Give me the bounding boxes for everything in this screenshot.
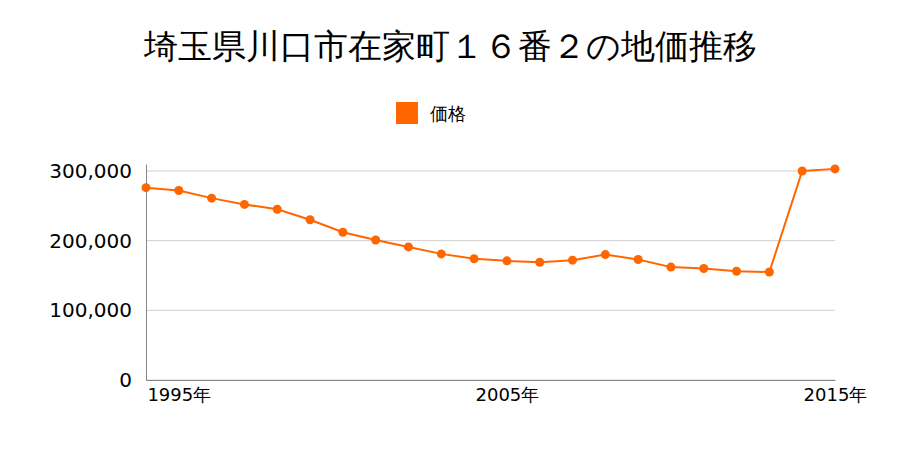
marker xyxy=(699,264,708,273)
x-tick: 1995年 xyxy=(147,380,211,405)
plot-area xyxy=(142,164,840,276)
y-tick-label: 0 xyxy=(119,368,132,392)
marker xyxy=(174,186,183,195)
marker xyxy=(470,254,479,263)
marker xyxy=(404,242,413,251)
x-axis: 1995年 2005年 2015年 xyxy=(147,380,868,405)
marker xyxy=(207,194,216,203)
y-tick-label: 200,000 xyxy=(49,229,132,253)
y-tick: 200,000 xyxy=(49,229,146,253)
marker xyxy=(502,256,511,265)
y-axis-line xyxy=(146,165,147,381)
x-axis-line xyxy=(147,380,836,381)
grid-line xyxy=(146,240,835,241)
x-tick-label: 2005年 xyxy=(475,384,539,405)
marker xyxy=(338,228,347,237)
marker xyxy=(634,255,643,264)
y-tick-label: 300,000 xyxy=(49,159,132,183)
marker xyxy=(273,205,282,214)
marker xyxy=(371,235,380,244)
grid-line xyxy=(146,380,835,381)
line xyxy=(146,169,835,272)
grid xyxy=(146,171,835,380)
y-tick-label: 100,000 xyxy=(49,298,132,322)
marker xyxy=(798,166,807,175)
grid-line xyxy=(146,310,835,311)
grid-line xyxy=(146,170,835,171)
y-axis: 0 100,000 200,000 300,000 xyxy=(49,159,146,392)
legend: 価格 xyxy=(396,102,466,124)
x-tick: 2015年 xyxy=(804,380,868,405)
marker xyxy=(437,249,446,258)
marker xyxy=(240,200,249,209)
marker xyxy=(142,183,151,192)
marker xyxy=(765,268,774,277)
legend-swatch xyxy=(396,102,418,124)
legend-item: 価格 xyxy=(396,102,466,124)
legend-label: 価格 xyxy=(430,103,466,124)
marker xyxy=(732,267,741,276)
y-tick: 300,000 xyxy=(49,159,146,183)
marker xyxy=(601,250,610,259)
x-tick-label: 2015年 xyxy=(804,384,868,405)
marker xyxy=(306,215,315,224)
y-tick: 100,000 xyxy=(49,298,146,322)
y-tick: 0 xyxy=(119,368,146,392)
title: 埼玉県川口市在家町１６番２の地価推移 xyxy=(143,26,757,66)
marker xyxy=(831,164,840,173)
x-tick: 2005年 xyxy=(475,380,539,405)
marker xyxy=(535,258,544,267)
x-tick-label: 1995年 xyxy=(147,384,211,405)
marker xyxy=(568,256,577,265)
marker xyxy=(666,263,675,272)
